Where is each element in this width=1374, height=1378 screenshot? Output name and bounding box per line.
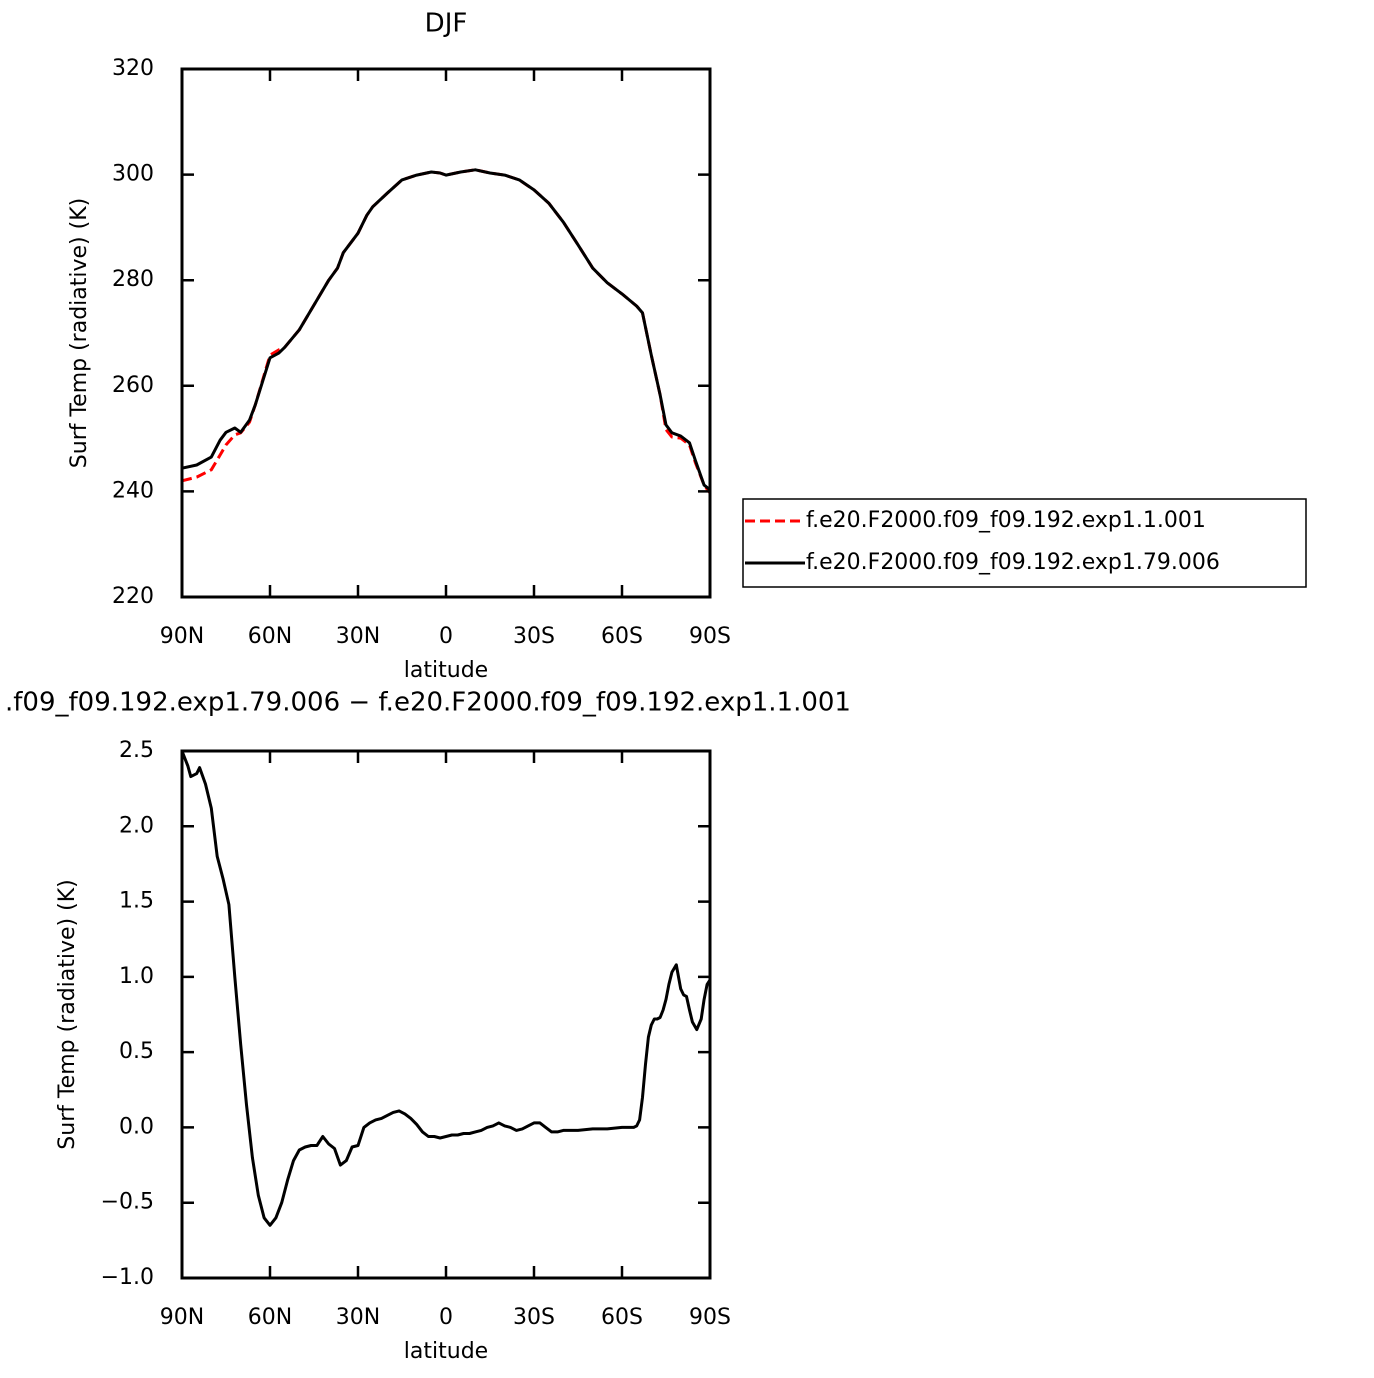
y-axis-label: Surf Temp (radiative) (K)	[67, 198, 92, 468]
x-tick-label: 60N	[248, 624, 292, 649]
legend-label: f.e20.F2000.f09_f09.192.exp1.1.001	[806, 508, 1206, 533]
chart-title: .f09_f09.192.exp1.79.006 − f.e20.F2000.f…	[5, 688, 851, 718]
x-tick-label: 30S	[513, 624, 555, 649]
y-tick-label: 1.0	[119, 964, 154, 989]
y-tick-label: 300	[112, 162, 154, 187]
y-tick-label: 320	[112, 56, 154, 81]
legend-label: f.e20.F2000.f09_f09.192.exp1.79.006	[806, 550, 1220, 575]
x-tick-label: 60N	[248, 1305, 292, 1330]
x-axis-label: latitude	[404, 658, 488, 683]
y-tick-label: 280	[112, 267, 154, 292]
x-tick-label: 90S	[689, 1305, 731, 1330]
x-tick-label: 0	[439, 624, 453, 649]
x-tick-label: 30N	[336, 624, 380, 649]
y-tick-label: 240	[112, 478, 154, 503]
y-tick-label: −0.5	[101, 1190, 154, 1215]
x-tick-label: 0	[439, 1305, 453, 1330]
y-tick-label: 0.0	[119, 1114, 154, 1139]
x-tick-label: 30N	[336, 1305, 380, 1330]
data-line	[180, 750, 712, 1227]
y-tick-label: 0.5	[119, 1039, 154, 1064]
y-tick-label: 1.5	[119, 889, 154, 914]
data-line	[181, 168, 711, 491]
x-tick-label: 60S	[601, 624, 643, 649]
y-tick-label: 2.0	[119, 813, 154, 838]
y-tick-label: −1.0	[101, 1265, 154, 1290]
x-axis-label: latitude	[404, 1339, 488, 1364]
legend-box	[742, 498, 1307, 588]
x-tick-label: 90N	[160, 624, 204, 649]
x-tick-label: 60S	[601, 1305, 643, 1330]
y-tick-label: 260	[112, 373, 154, 398]
y-tick-label: 220	[112, 584, 154, 609]
y-axis-label: Surf Temp (radiative) (K)	[55, 879, 80, 1149]
chart-title: DJF	[425, 9, 468, 39]
x-tick-label: 90N	[160, 1305, 204, 1330]
x-tick-label: 90S	[689, 624, 731, 649]
x-tick-label: 30S	[513, 1305, 555, 1330]
y-tick-label: 2.5	[119, 738, 154, 763]
